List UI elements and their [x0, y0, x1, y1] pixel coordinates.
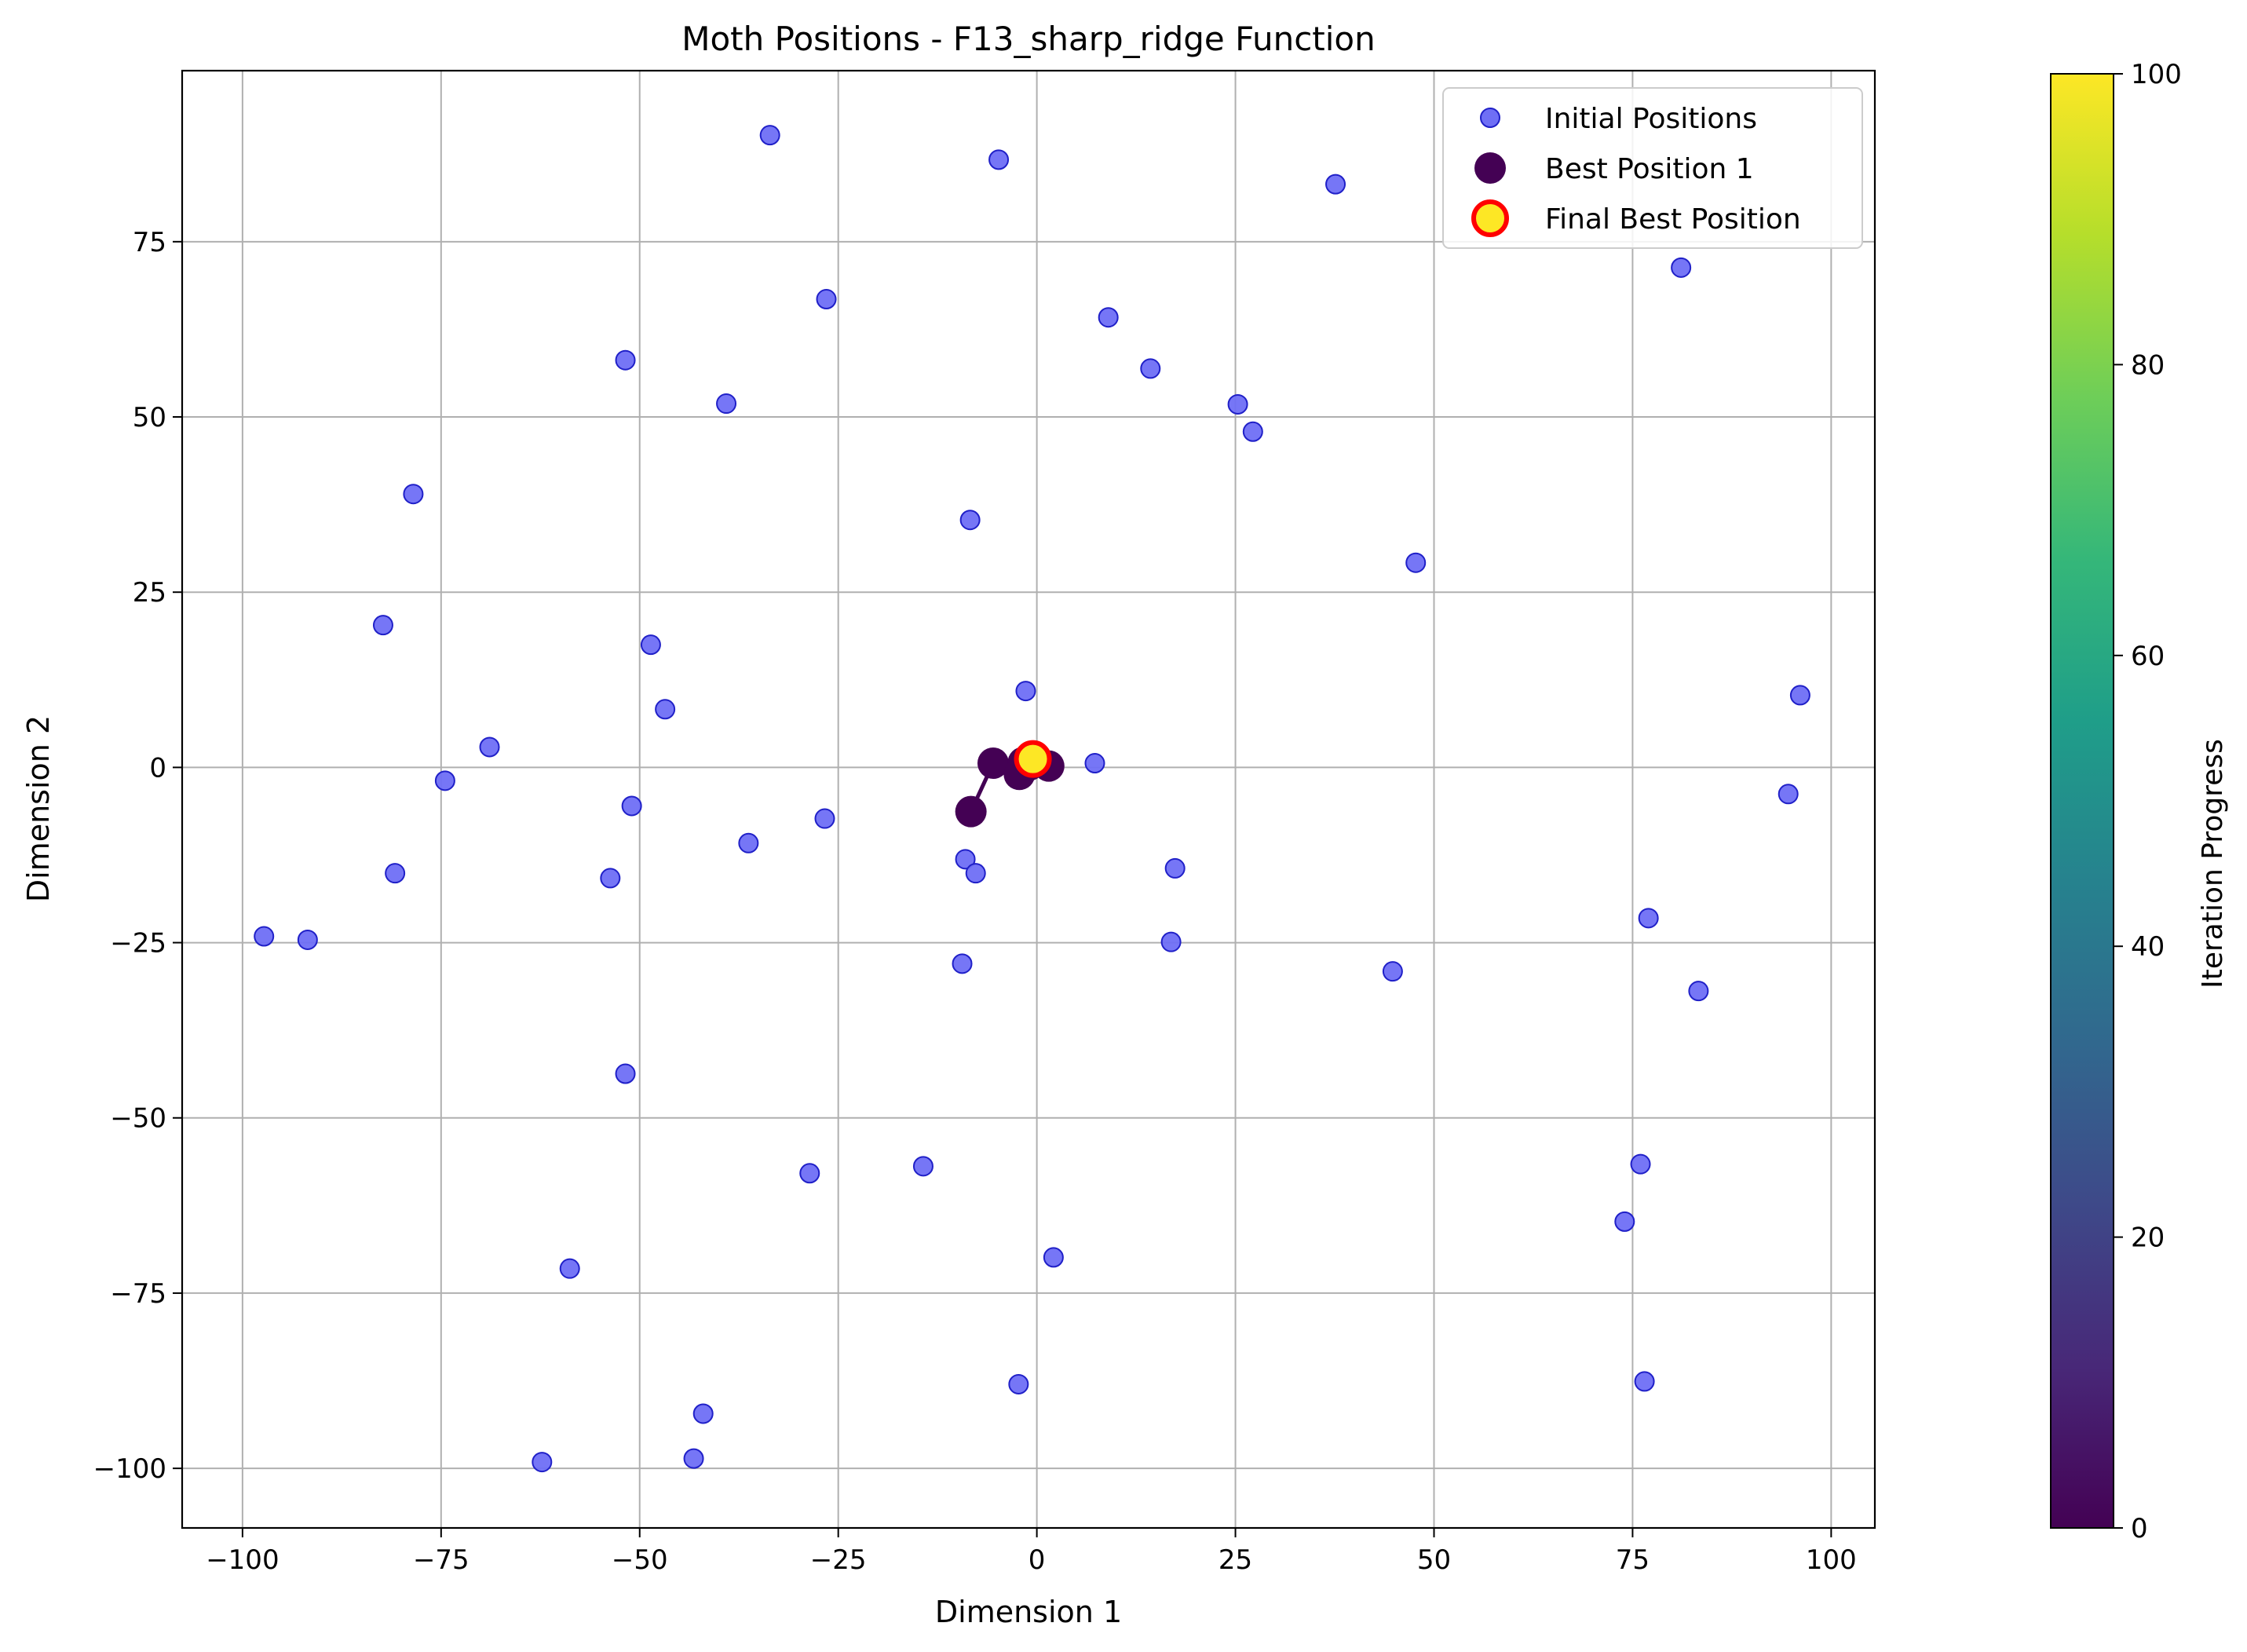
colorbar-tick-label: 100 — [2131, 59, 2182, 90]
initial-position-point — [1242, 421, 1263, 442]
initial-position-point — [1015, 681, 1036, 702]
x-tick-label: 50 — [1417, 1544, 1451, 1576]
colorbar-tick-label: 80 — [2131, 349, 2165, 381]
initial-position-point — [640, 634, 661, 656]
initial-position-point — [912, 1156, 934, 1177]
initial-position-point — [965, 863, 986, 884]
initial-position-point — [621, 795, 642, 817]
legend-initial-marker — [1480, 108, 1500, 128]
initial-position-point — [959, 510, 981, 531]
colorbar-tick-label: 60 — [2131, 641, 2165, 672]
initial-position-point — [1098, 307, 1119, 328]
colorbar-tick-label: 40 — [2131, 931, 2165, 963]
initial-position-point — [1638, 908, 1659, 929]
initial-position-point — [1160, 931, 1182, 952]
initial-position-point — [1405, 552, 1427, 573]
colorbar-tick-label: 20 — [2131, 1223, 2165, 1254]
initial-position-point — [254, 926, 275, 947]
legend-label: Initial Positions — [1545, 103, 1757, 135]
initial-position-point — [1084, 753, 1105, 774]
initial-position-point — [1789, 685, 1810, 706]
initial-position-point — [816, 289, 837, 310]
colorbar-gradient — [2050, 73, 2114, 1529]
x-tick-label: −75 — [413, 1544, 469, 1576]
initial-position-point — [1614, 1211, 1635, 1232]
initial-position-point — [1043, 1247, 1064, 1268]
x-tick-label: −100 — [206, 1544, 279, 1576]
initial-position-point — [1688, 981, 1709, 1002]
initial-position-point — [297, 929, 318, 950]
x-axis-label: Dimension 1 — [935, 1595, 1122, 1629]
chart-title: Moth Positions - F13_sharp_ridge Functio… — [681, 20, 1376, 58]
initial-position-point — [683, 1448, 704, 1469]
legend-best-marker — [1474, 152, 1506, 184]
initial-position-point — [479, 736, 500, 758]
initial-position-point — [372, 615, 393, 636]
x-tick-label: −25 — [810, 1544, 867, 1576]
y-axis-label: Dimension 2 — [21, 715, 56, 902]
initial-position-point — [1227, 393, 1248, 415]
initial-position-point — [1008, 1373, 1029, 1394]
initial-position-point — [615, 349, 636, 371]
initial-position-point — [1671, 257, 1692, 278]
y-tick-label: 75 — [133, 227, 166, 258]
colorbar: 0 20 40 60 80 100 — [2050, 59, 2182, 1544]
initial-position-point — [1634, 1371, 1655, 1392]
initial-position-point — [759, 125, 780, 146]
initial-position-point — [1140, 358, 1161, 379]
initial-position-point — [559, 1258, 580, 1279]
best-position-point — [977, 747, 1009, 780]
initial-position-point — [1325, 174, 1346, 195]
initial-position-point — [385, 863, 406, 884]
axis-ticks: −100 −75 −50 −25 0 25 50 75 100 −100 −75 −50 −25 0 25 5… — [93, 227, 1857, 1576]
legend-label: Final Best Position — [1545, 203, 1801, 236]
plot-frame — [181, 69, 1876, 1530]
initial-position-point — [814, 808, 835, 829]
x-tick-label: 0 — [1029, 1544, 1046, 1576]
x-tick-label: −50 — [612, 1544, 668, 1576]
initial-position-point — [655, 699, 676, 720]
colorbar-label: Iteration Progress — [2197, 739, 2229, 989]
initial-position-point — [716, 393, 737, 415]
final-best-position-point — [1014, 740, 1052, 778]
initial-position-point — [799, 1163, 820, 1184]
initial-position-point — [988, 149, 1010, 170]
y-tick-label: −50 — [110, 1103, 166, 1135]
y-tick-label: −100 — [93, 1453, 166, 1485]
initial-position-point — [1778, 784, 1799, 805]
initial-position-point — [692, 1403, 714, 1424]
initial-position-point — [1382, 961, 1403, 982]
initial-position-point — [403, 484, 424, 505]
y-tick-label: 50 — [133, 402, 166, 433]
legend-final-marker — [1471, 199, 1509, 237]
y-tick-label: 0 — [149, 752, 166, 784]
best-position-point — [955, 795, 987, 828]
y-tick-label: −25 — [110, 928, 166, 959]
initial-position-point — [1630, 1153, 1651, 1175]
initial-position-point — [738, 832, 759, 853]
x-tick-label: 25 — [1218, 1544, 1252, 1576]
initial-position-point — [532, 1452, 553, 1473]
initial-position-point — [955, 849, 976, 870]
y-tick-label: 25 — [133, 577, 166, 609]
initial-position-point — [434, 770, 455, 791]
x-tick-label: 75 — [1616, 1544, 1650, 1576]
legend: Initial Positions Best Position 1 Final Be… — [1442, 87, 1863, 249]
legend-label: Best Position 1 — [1545, 153, 1754, 185]
initial-position-point — [1164, 857, 1186, 879]
initial-position-point — [600, 868, 621, 889]
colorbar-tick-label: 0 — [2131, 1513, 2148, 1544]
data-points — [254, 125, 1810, 1473]
legend-box — [1442, 87, 1863, 249]
initial-position-point — [952, 953, 973, 974]
initial-position-point — [615, 1063, 636, 1084]
y-tick-label: −75 — [110, 1278, 166, 1310]
x-tick-label: 100 — [1806, 1544, 1857, 1576]
